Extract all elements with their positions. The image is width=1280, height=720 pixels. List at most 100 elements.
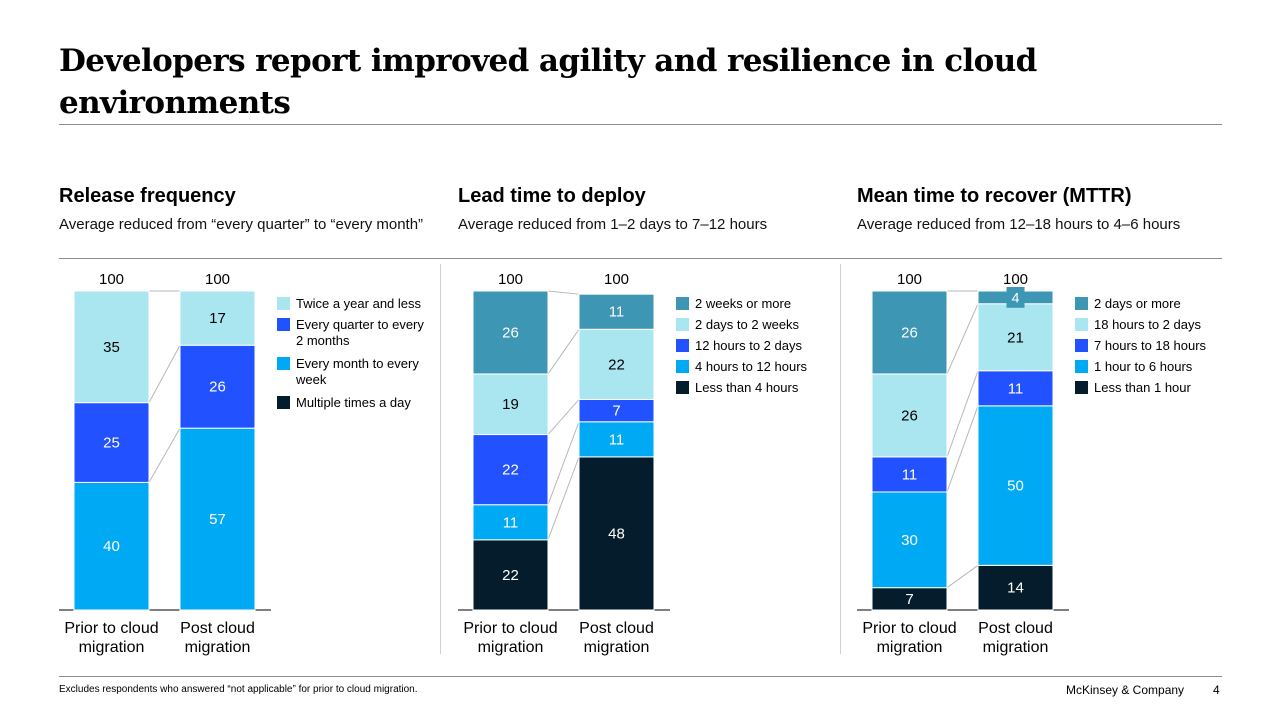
connector-line [547, 399, 580, 435]
legend-swatch [277, 357, 290, 370]
chart-subtitle: Average reduced from “every quarter” to … [59, 216, 424, 233]
data-label: 26 [901, 407, 918, 424]
bar-segment [472, 504, 549, 541]
legend-swatch [676, 297, 689, 310]
category-label: Prior to cloud migration [64, 620, 158, 656]
data-label: 30 [901, 532, 918, 549]
page-number: 4 [1213, 683, 1220, 697]
legend-swatch [1075, 318, 1088, 331]
total-label: 100 [1003, 271, 1028, 288]
brand-name: McKinsey & Company [1066, 683, 1185, 697]
bar-segment [871, 290, 948, 375]
data-label: 11 [609, 431, 625, 448]
bar-segment [472, 434, 549, 506]
slide-title: Developers report improved agility and r… [59, 43, 1037, 121]
connector-line [547, 456, 580, 540]
legend-label: 7 hours to 18 hours [1094, 338, 1207, 353]
section-release-frequency: Release frequency Average reduced from “… [59, 184, 429, 234]
legend-swatch [676, 360, 689, 373]
data-label: 11 [609, 304, 625, 321]
chart-lead-time: 22 11 22 19 26 100 Prior to cloud migration 48 11… [458, 271, 808, 656]
connector-line [946, 405, 979, 493]
bar-segment [871, 373, 948, 458]
section-mttr: Mean time to recover (MTTR) Average redu… [857, 184, 1227, 234]
category-label: Post cloud migration [180, 620, 255, 656]
data-label: 4 [1012, 289, 1020, 305]
bar-segment [578, 421, 655, 458]
data-label: 25 [103, 435, 120, 452]
legend-label: 1 hour to 6 hours [1094, 359, 1193, 374]
connector-line [547, 421, 580, 505]
total-label: 100 [897, 271, 922, 288]
legend-swatch [676, 381, 689, 394]
bar-segment [179, 344, 256, 429]
bar-segment [472, 539, 549, 611]
data-label: 7 [612, 403, 620, 420]
legend-label: 2 weeks or more [695, 296, 791, 311]
title-divider [59, 124, 1222, 125]
bar-segment [578, 456, 655, 611]
legend-swatch [676, 318, 689, 331]
data-label: 11 [902, 466, 918, 483]
data-label: 26 [502, 324, 519, 341]
legend-label: Less than 4 hours [695, 380, 799, 395]
legend-swatch [277, 318, 290, 331]
legend-label: 2 days to 2 weeks [695, 317, 800, 332]
data-label: 26 [209, 379, 226, 396]
legend-label: 4 hours to 12 hours [695, 359, 808, 374]
bar-segment [179, 427, 256, 611]
header-divider [59, 258, 1222, 259]
data-label: 48 [608, 525, 625, 542]
chart-title: Mean time to recover (MTTR) [857, 185, 1132, 207]
data-label: 57 [209, 511, 226, 528]
bar-segment [977, 370, 1054, 407]
total-label: 100 [205, 271, 230, 288]
chart-title: Lead time to deploy [458, 185, 646, 207]
bar-segment [977, 303, 1054, 372]
bar-segment [578, 293, 655, 330]
connector-line [946, 370, 979, 458]
data-label: 40 [103, 538, 120, 555]
data-label: 17 [209, 310, 226, 327]
legend-label: Every month to every week [295, 356, 419, 387]
legend-swatch [1075, 360, 1088, 373]
legend-label: 2 days or more [1094, 296, 1181, 311]
connector-line [148, 427, 181, 483]
column-divider [440, 264, 441, 654]
chart-release-frequency: 40 25 35 100 Prior to cloud migration 57 26 17 10… [59, 271, 424, 656]
data-label: 11 [1008, 380, 1024, 397]
data-label: 21 [1007, 329, 1024, 346]
bar-segment [179, 290, 256, 346]
connector-line [547, 290, 580, 295]
data-label: 11 [503, 514, 519, 531]
total-label: 100 [604, 271, 629, 288]
category-label: Prior to cloud migration [862, 620, 956, 656]
total-label: 100 [498, 271, 523, 288]
legend-label: Twice a year and less [296, 296, 422, 311]
category-label: Post cloud migration [978, 620, 1053, 656]
bar-segment [578, 328, 655, 400]
chart-subtitle: Average reduced from 12–18 hours to 4–6 … [857, 216, 1181, 233]
legend-swatch [1075, 297, 1088, 310]
data-label: 35 [103, 339, 120, 356]
bar-segment [73, 481, 150, 611]
chart-subtitle: Average reduced from 1–2 days to 7–12 ho… [458, 216, 768, 233]
data-label: 22 [502, 462, 519, 479]
legend-label: Every quarter to every 2 months [296, 317, 424, 348]
bar-segment [977, 564, 1054, 611]
category-label: Prior to cloud migration [463, 620, 557, 656]
connector-line [946, 564, 979, 589]
data-label: 7 [905, 591, 913, 608]
data-label-box [1006, 287, 1025, 308]
legend-label: Multiple times a day [296, 395, 411, 410]
data-label: 22 [608, 356, 625, 373]
legend-swatch [277, 396, 290, 409]
connector-line [946, 303, 979, 375]
legend-label: 12 hours to 2 days [695, 338, 802, 353]
chart-mttr: 7 30 11 26 26 100 Prior to cloud migration 14 50 1… [857, 271, 1207, 656]
legend-swatch [676, 339, 689, 352]
data-label: 22 [502, 567, 519, 584]
footer-divider [59, 676, 1222, 677]
bar-segment [871, 491, 948, 589]
data-label: 19 [502, 396, 519, 413]
